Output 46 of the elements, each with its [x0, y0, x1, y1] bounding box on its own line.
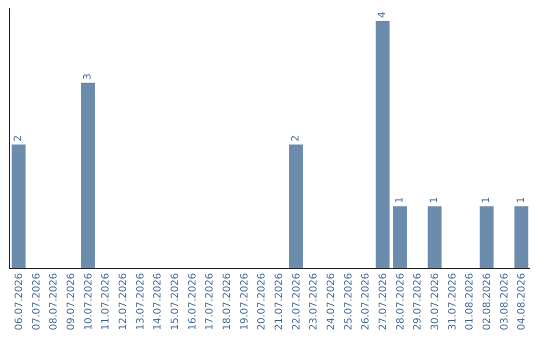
x-tick-label: 30.07.2026	[430, 273, 441, 330]
x-tick-label: 18.07.2026	[222, 273, 233, 330]
x-tick-label: 08.07.2026	[48, 273, 60, 330]
bar	[289, 144, 303, 268]
x-tick-label: 23.07.2026	[308, 273, 320, 330]
x-tick-label: 21.07.2026	[274, 273, 285, 330]
data-label: 4	[377, 12, 388, 18]
x-tick-label: 22.07.2026	[291, 273, 302, 330]
bar	[480, 206, 494, 268]
x-tick-label: 29.07.2026	[412, 273, 424, 330]
x-tick-label: 04.08.2026	[516, 273, 528, 330]
x-tick-label: 01.08.2026	[464, 273, 476, 330]
x-tick-label: 25.07.2026	[343, 273, 354, 330]
data-label: 1	[429, 196, 440, 204]
bar	[81, 82, 95, 268]
x-tick-label: 11.07.2026	[100, 273, 112, 330]
x-tick-label: 12.07.2026	[118, 273, 129, 330]
x-tick-label: 24.07.2026	[326, 273, 337, 330]
x-tick-label: 26.07.2026	[360, 273, 372, 330]
bar	[376, 21, 390, 268]
data-label: 1	[394, 196, 406, 204]
data-label: 2	[290, 135, 302, 142]
x-tick-label: 02.08.2026	[482, 273, 493, 330]
x-tick-label: 19.07.2026	[239, 273, 250, 330]
x-tick-label: 14.07.2026	[152, 273, 164, 330]
x-tick-label: 28.07.2026	[395, 273, 406, 330]
x-tick-label: 27.07.2026	[378, 273, 389, 330]
bar	[514, 206, 528, 268]
x-tick-label: 13.07.2026	[135, 273, 146, 330]
data-label: 2	[13, 135, 24, 142]
bar	[393, 206, 407, 268]
bar	[12, 144, 26, 268]
x-tick-label: 15.07.2026	[170, 273, 181, 330]
x-tick-label: 17.07.2026	[204, 273, 216, 330]
x-tick-label: 06.07.2026	[14, 273, 25, 330]
x-tick-label: 16.07.2026	[187, 273, 198, 330]
x-tick-label: 07.07.2026	[31, 273, 42, 330]
x-tick-label: 03.08.2026	[499, 273, 510, 330]
x-tick-label: 10.07.2026	[83, 273, 94, 330]
bar	[428, 206, 442, 268]
data-label: 1	[481, 196, 492, 204]
x-tick-label: 31.07.2026	[447, 273, 458, 330]
data-label: 3	[82, 73, 94, 80]
data-label: 1	[516, 196, 527, 204]
x-tick-label: 20.07.2026	[256, 273, 268, 330]
x-tick-label: 09.07.2026	[66, 273, 77, 330]
